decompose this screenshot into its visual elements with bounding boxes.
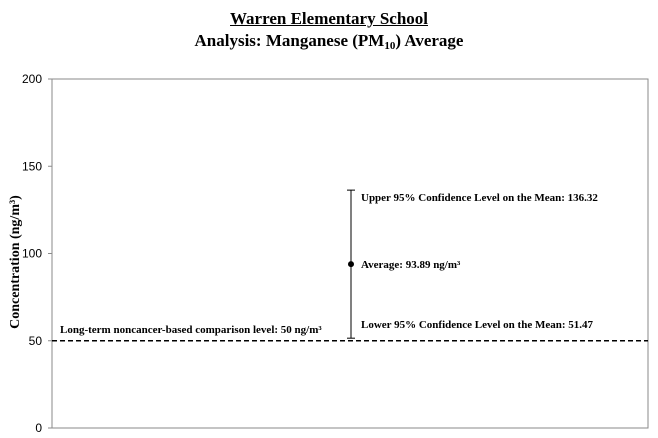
y-tick-label: 150 xyxy=(22,159,42,173)
y-tick-label: 0 xyxy=(35,421,42,435)
y-tick-label: 50 xyxy=(29,334,43,348)
subtitle-prefix: Analysis: Manganese (PM xyxy=(194,31,385,50)
lower-ci-label: Lower 95% Confidence Level on the Mean: … xyxy=(361,319,593,331)
plot-area xyxy=(51,78,649,429)
average-label: Average: 93.89 ng/m³ xyxy=(361,259,461,271)
subtitle-subscript: 10 xyxy=(384,40,396,52)
y-tick-label: 100 xyxy=(22,247,42,261)
subtitle-suffix: ) Average xyxy=(395,31,464,50)
reference-line-label: Long-term noncancer-based comparison lev… xyxy=(60,324,322,336)
y-axis-ticks: 0 50 100 150 200 xyxy=(22,72,52,435)
chart-subtitle: Analysis: Manganese (PM10) Average xyxy=(0,31,658,52)
y-tick-label: 200 xyxy=(22,72,42,86)
y-axis-label: Concentration (ng/m³) xyxy=(8,195,23,329)
chart-title: Warren Elementary School xyxy=(230,9,428,28)
average-point xyxy=(348,261,354,268)
upper-ci-label: Upper 95% Confidence Level on the Mean: … xyxy=(361,192,598,204)
